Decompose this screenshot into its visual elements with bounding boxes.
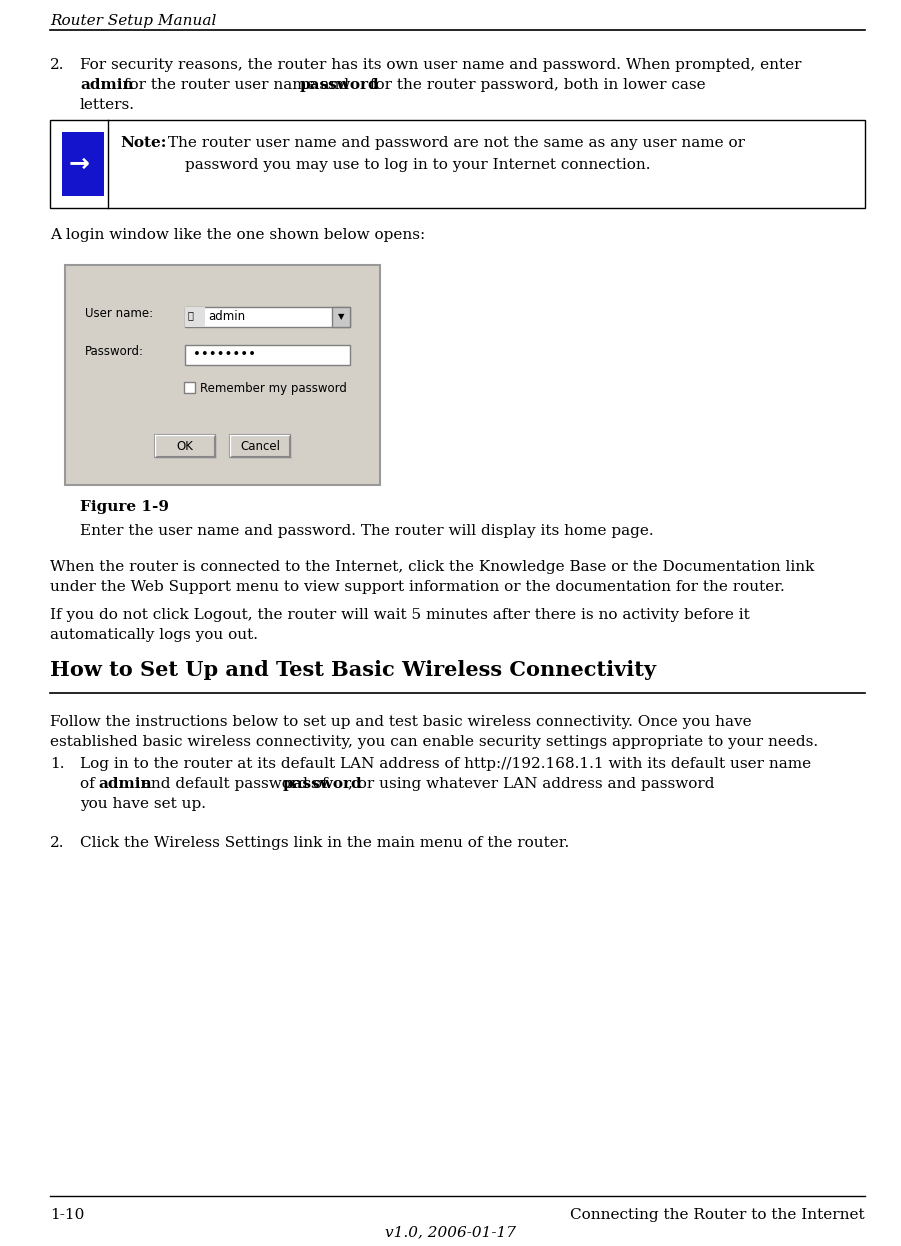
Text: User name:: User name: [85, 307, 153, 320]
Text: admin: admin [98, 778, 151, 791]
Text: admin: admin [80, 78, 133, 92]
Text: admin: admin [208, 310, 245, 323]
Bar [185, 307, 205, 326]
Text: Log in to the router at its default LAN address of http://192.168.1.1 with its d: Log in to the router at its default LAN … [80, 758, 811, 771]
Bar [185, 307, 350, 326]
Text: established basic wireless connectivity, you can enable security settings approp: established basic wireless connectivity,… [50, 735, 818, 749]
Text: Remember my password: Remember my password [200, 383, 347, 395]
Bar [332, 307, 350, 326]
Bar [50, 120, 865, 208]
Text: 2.: 2. [50, 836, 65, 850]
Text: OK: OK [177, 440, 194, 452]
Text: Router Setup Manual: Router Setup Manual [50, 14, 216, 27]
Text: 1-10: 1-10 [50, 1209, 85, 1222]
Text: How to Set Up and Test Basic Wireless Connectivity: How to Set Up and Test Basic Wireless Co… [50, 660, 656, 680]
Text: A login window like the one shown below opens:: A login window like the one shown below … [50, 228, 425, 242]
Text: ▼: ▼ [338, 313, 344, 321]
Text: If you do not click Logout, the router will wait 5 minutes after there is no act: If you do not click Logout, the router w… [50, 608, 750, 622]
Text: Cancel: Cancel [240, 440, 280, 452]
Text: you have set up.: you have set up. [80, 797, 206, 811]
Text: ••••••••: •••••••• [193, 348, 256, 361]
Bar [67, 267, 378, 483]
Text: password: password [300, 78, 379, 92]
Text: When the router is connected to the Internet, click the Knowledge Base or the Do: When the router is connected to the Inte… [50, 559, 815, 574]
Text: 2.: 2. [50, 59, 65, 72]
Bar [230, 435, 290, 457]
Bar [184, 383, 195, 392]
Text: Connecting the Router to the Internet: Connecting the Router to the Internet [570, 1209, 865, 1222]
Text: automatically logs you out.: automatically logs you out. [50, 628, 258, 642]
Bar [62, 132, 104, 196]
Text: Figure 1-9: Figure 1-9 [80, 500, 169, 515]
Text: Click the Wireless Settings link in the main menu of the router.: Click the Wireless Settings link in the … [80, 836, 569, 850]
Text: for the router user name and: for the router user name and [119, 78, 354, 92]
Text: letters.: letters. [80, 98, 135, 112]
Bar [155, 435, 215, 457]
Text: The router user name and password are not the same as any user name or: The router user name and password are no… [163, 136, 745, 150]
Text: Password:: Password: [85, 345, 144, 358]
Text: and default password of: and default password of [137, 778, 332, 791]
Text: Enter the user name and password. The router will display its home page.: Enter the user name and password. The ro… [80, 525, 653, 538]
Text: Note:: Note: [120, 136, 167, 150]
Text: of: of [80, 778, 100, 791]
Text: →: → [68, 152, 89, 176]
Text: password: password [283, 778, 362, 791]
Text: v1.0, 2006-01-17: v1.0, 2006-01-17 [385, 1225, 516, 1239]
Bar [185, 345, 350, 365]
Text: password you may use to log in to your Internet connection.: password you may use to log in to your I… [185, 158, 651, 172]
Text: , or using whatever LAN address and password: , or using whatever LAN address and pass… [348, 778, 714, 791]
Text: Follow the instructions below to set up and test basic wireless connectivity. On: Follow the instructions below to set up … [50, 715, 751, 729]
Text: for the router password, both in lower case: for the router password, both in lower c… [365, 78, 705, 92]
Bar [65, 265, 380, 485]
Text: under the Web Support menu to view support information or the documentation for : under the Web Support menu to view suppo… [50, 579, 785, 594]
Text: 👤: 👤 [188, 310, 194, 320]
Text: For security reasons, the router has its own user name and password. When prompt: For security reasons, the router has its… [80, 59, 802, 72]
Text: 1.: 1. [50, 758, 65, 771]
